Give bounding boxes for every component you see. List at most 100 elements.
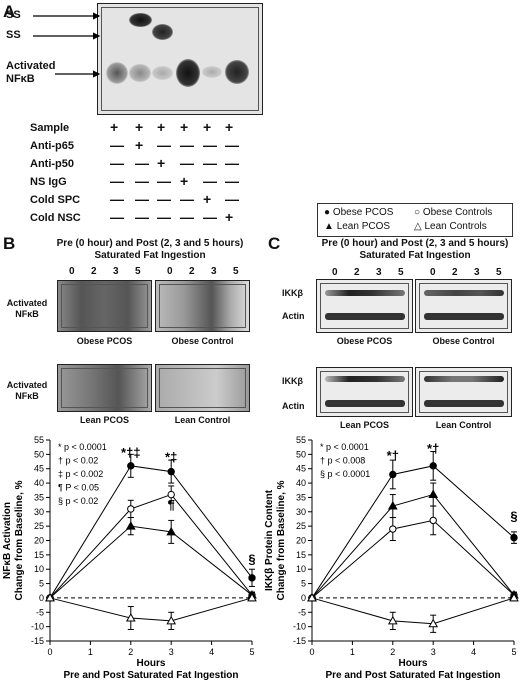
- row-label-ikk-1: IKKβ: [282, 288, 303, 298]
- treatment-mark: —: [135, 173, 149, 189]
- lane-label: 0: [332, 267, 338, 278]
- data-point: [509, 592, 519, 602]
- lane-label: 5: [496, 267, 502, 278]
- significance-mark: *†‡: [121, 445, 141, 460]
- lane-label: 3: [376, 267, 382, 278]
- treatment-mark: —: [180, 209, 194, 225]
- treatment-mark: +: [110, 119, 119, 135]
- treatment-mark: +: [157, 119, 166, 135]
- data-point: [429, 516, 437, 525]
- x-axis-label-2: Pre and Post Saturated Fat Ingestion: [63, 670, 238, 681]
- significance-mark: ¶: [168, 497, 175, 512]
- data-point: [127, 462, 135, 470]
- series-line: [49, 597, 253, 622]
- x-tick-label: 3: [431, 647, 436, 657]
- treatment-mark: —: [110, 137, 124, 153]
- x-tick-label: 5: [511, 647, 516, 657]
- gel-caption-obese-control: Obese Control: [171, 336, 234, 346]
- y-tick-label: -5: [298, 607, 306, 617]
- row-label-actin-1: Actin: [282, 311, 305, 321]
- significance-mark: *†: [387, 448, 399, 463]
- treatment-row-label: Anti-p50: [30, 158, 74, 170]
- ss-label-2: SS: [6, 29, 21, 41]
- data-point: [127, 505, 135, 513]
- treatment-mark: —: [110, 155, 124, 171]
- data-point: [248, 574, 256, 582]
- legend-label: Lean PCOS: [336, 221, 391, 232]
- legend-label: Lean Controls: [424, 221, 487, 232]
- x-tick-label: 0: [47, 647, 52, 657]
- y-tick-label: -5: [36, 607, 44, 617]
- treatment-mark: —: [180, 155, 194, 171]
- treatment-mark: —: [110, 173, 124, 189]
- legend-item: ○ Obese Controls: [414, 207, 492, 218]
- gel-obese-pcos: [57, 280, 152, 332]
- legend-marker: ●: [324, 207, 333, 218]
- treatment-mark: —: [180, 137, 194, 153]
- data-point: [387, 615, 398, 625]
- treatment-mark: —: [203, 209, 217, 225]
- lane-label: 2: [452, 267, 458, 278]
- lane-labels: 0 2 3 5 0 2 3 5: [55, 266, 250, 278]
- treatment-row-label: Sample: [30, 122, 70, 134]
- treatment-row-label: NS IgG: [30, 176, 67, 188]
- gel-caption-obese-pcos: Obese PCOS: [76, 336, 133, 346]
- lane-label: 2: [354, 267, 360, 278]
- treatment-mark: —: [157, 191, 171, 207]
- y-tick-label: 5: [39, 579, 44, 589]
- x-tick-label: 5: [249, 647, 254, 657]
- chart-nfkb: -15 -10 -5 0 5 10 15 20 25 30 35 40 45 50 55 0 1 2 3 4 5 Hour…: [0, 430, 262, 681]
- treatment-mark: +: [180, 119, 189, 135]
- significance-mark: *‡: [165, 450, 177, 465]
- emsa-gel-a: [97, 3, 263, 115]
- treatment-mark: —: [203, 173, 217, 189]
- gel-band: [129, 64, 151, 82]
- lane-labels: 0 2 3 5 0 2 3 5: [320, 267, 515, 279]
- significance-key: § p < 0.0001: [320, 469, 370, 479]
- y-tick-label: 15: [34, 550, 44, 560]
- gel-band: [152, 24, 173, 40]
- treatment-mark: —: [203, 155, 217, 171]
- lane-label: 3: [211, 266, 217, 277]
- lane-label: 2: [91, 266, 97, 277]
- y-tick-label: 50: [34, 449, 44, 459]
- x-tick-label: 1: [350, 647, 355, 657]
- y-tick-label: -10: [31, 622, 44, 632]
- legend-item: △ Lean Controls: [414, 221, 487, 232]
- x-tick-label: 3: [169, 647, 174, 657]
- treatment-mark: —: [225, 173, 239, 189]
- treatment-mark: —: [135, 191, 149, 207]
- y-tick-label: -15: [31, 636, 44, 646]
- series-line: [49, 465, 253, 599]
- gel-caption-lean-pcos: Lean PCOS: [79, 415, 129, 425]
- series-line: [311, 493, 515, 599]
- treatment-mark: —: [135, 155, 149, 171]
- x-tick-label: 4: [209, 647, 214, 657]
- y-tick-label: -10: [293, 622, 306, 632]
- lane-label: 0: [167, 266, 173, 277]
- significance-key: ‡ p < 0.002: [58, 469, 103, 479]
- x-axis-label: Hours: [399, 658, 428, 669]
- legend: ● Obese PCOS ○ Obese Controls ▲ Lean PCOS △…: [317, 203, 513, 237]
- series-line: [311, 597, 515, 625]
- y-tick-label: 25: [34, 521, 44, 531]
- legend-marker: ▲: [324, 221, 337, 232]
- chart-ikkb: -15 -10 -5 0 5 10 15 20 25 30 35 40 45 50 55 0 1 2 3 4 5 Hour…: [262, 430, 520, 681]
- treatment-mark: —: [203, 137, 217, 153]
- data-point: [428, 489, 439, 499]
- y-tick-label: 35: [296, 492, 306, 502]
- blot-caption-lean-pcos: Lean PCOS: [339, 420, 389, 430]
- gel-arrows: [33, 12, 101, 78]
- panel-label-a: A: [3, 2, 16, 21]
- x-axis-label-2: Pre and Post Saturated Fat Ingestion: [325, 670, 500, 681]
- treatment-mark: —: [157, 173, 171, 189]
- y-tick-label: 55: [34, 435, 44, 445]
- series-line: [49, 525, 253, 599]
- x-tick-label: 2: [128, 647, 133, 657]
- treatment-mark: +: [180, 173, 189, 189]
- significance-key: † p < 0.02: [58, 456, 98, 466]
- treatment-row-label: Cold NSC: [30, 212, 81, 224]
- y-tick-label: 5: [301, 579, 306, 589]
- blot-caption-lean-control: Lean Control: [435, 420, 492, 430]
- y-tick-label: 0: [39, 593, 44, 603]
